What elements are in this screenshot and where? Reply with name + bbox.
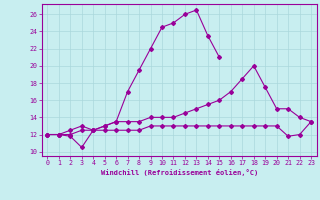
X-axis label: Windchill (Refroidissement éolien,°C): Windchill (Refroidissement éolien,°C) [100, 169, 258, 176]
